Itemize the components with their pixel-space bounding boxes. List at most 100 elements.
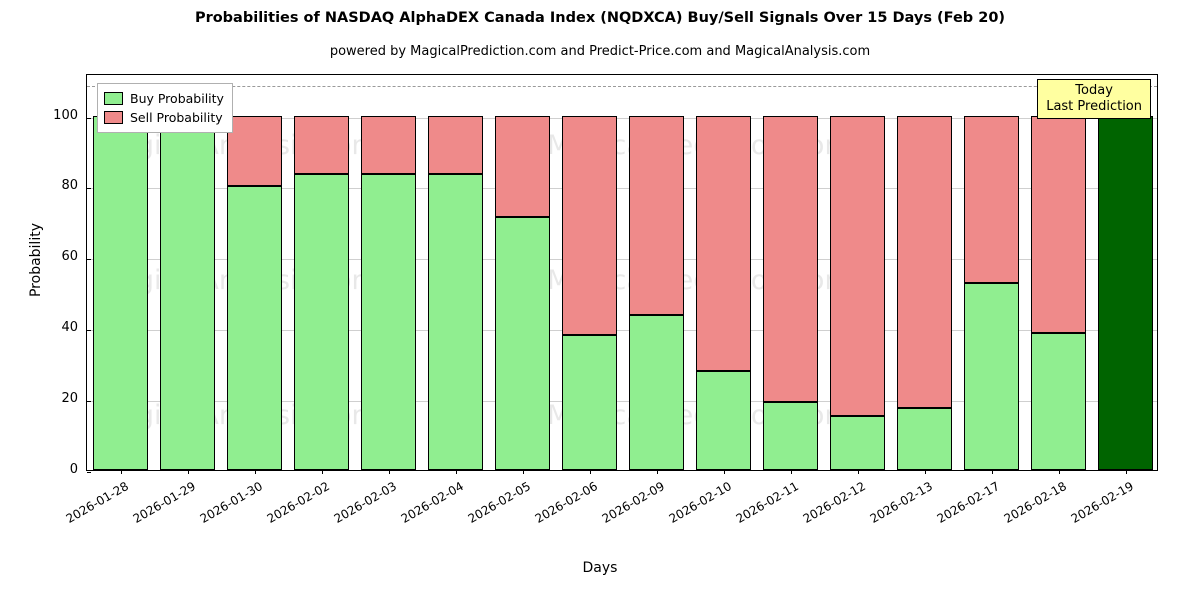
x-tick-mark xyxy=(589,470,591,474)
today-annotation: Today Last Prediction xyxy=(1037,79,1151,119)
bar-segment-sell[interactable] xyxy=(696,115,751,372)
x-tick-mark xyxy=(254,470,256,474)
bar-segment-sell[interactable] xyxy=(1031,115,1086,334)
x-tick-mark xyxy=(991,470,993,474)
bar-group[interactable] xyxy=(830,73,885,470)
gridline xyxy=(87,117,1157,119)
x-tick-label: 2026-01-28 xyxy=(63,479,131,526)
bar-segment-sell[interactable] xyxy=(361,115,416,175)
x-tick-mark xyxy=(455,470,457,474)
bar-group[interactable] xyxy=(562,73,617,470)
bar-group[interactable] xyxy=(696,73,751,470)
y-tick-mark xyxy=(87,472,91,473)
bar-segment-sell[interactable] xyxy=(964,115,1019,284)
y-tick-label: 0 xyxy=(69,462,78,477)
bar-group[interactable] xyxy=(897,73,952,470)
gridline xyxy=(87,259,1157,261)
bar-segment-buy[interactable] xyxy=(897,407,952,470)
chart-legend: Buy Probability Sell Probability xyxy=(97,83,233,133)
y-tick-label: 80 xyxy=(61,178,78,194)
chart-title: Probabilities of NASDAQ AlphaDEX Canada … xyxy=(194,10,1006,26)
x-tick-label: 2026-01-30 xyxy=(197,479,265,526)
gridline xyxy=(87,401,1157,403)
legend-label-sell: Sell Probability xyxy=(130,110,223,125)
bar-segment-buy[interactable] xyxy=(160,115,215,470)
x-tick-label: 2026-02-11 xyxy=(733,479,801,526)
x-tick-label: 2026-02-12 xyxy=(800,479,868,526)
y-tick-mark xyxy=(87,188,91,190)
bar-segment-buy[interactable] xyxy=(562,335,617,470)
bar-group[interactable] xyxy=(629,73,684,470)
x-tick-mark xyxy=(120,470,122,474)
legend-swatch-sell xyxy=(104,111,123,124)
bar-segment-sell[interactable] xyxy=(629,115,684,315)
bar-segment-buy[interactable] xyxy=(830,416,885,470)
x-tick-mark xyxy=(388,470,390,474)
bar-group[interactable] xyxy=(763,73,818,470)
y-tick-mark xyxy=(87,117,91,119)
x-tick-label: 2026-02-13 xyxy=(867,479,935,526)
bar-group[interactable] xyxy=(964,73,1019,470)
y-tick-label: 20 xyxy=(61,391,78,407)
bar-segment-today[interactable] xyxy=(1098,115,1153,470)
bar-segment-sell[interactable] xyxy=(763,115,818,402)
x-tick-label: 2026-02-10 xyxy=(666,479,734,526)
x-axis-label: Days xyxy=(582,560,618,576)
x-tick-mark xyxy=(656,470,658,474)
bar-group[interactable] xyxy=(227,73,282,470)
bar-segment-buy[interactable] xyxy=(93,115,148,470)
bar-segment-buy[interactable] xyxy=(964,283,1019,470)
bar-segment-sell[interactable] xyxy=(294,115,349,175)
x-tick-label: 2026-02-19 xyxy=(1068,479,1136,526)
bar-segment-sell[interactable] xyxy=(495,115,550,218)
bar-segment-sell[interactable] xyxy=(428,115,483,175)
bar-segment-buy[interactable] xyxy=(227,186,282,470)
x-tick-mark xyxy=(187,470,189,474)
bar-segment-buy[interactable] xyxy=(428,174,483,470)
x-tick-mark xyxy=(1058,470,1060,474)
bar-segment-sell[interactable] xyxy=(562,115,617,336)
gridline xyxy=(87,188,1157,190)
x-tick-mark xyxy=(857,470,859,474)
bar-segment-buy[interactable] xyxy=(361,174,416,470)
bar-segment-buy[interactable] xyxy=(294,174,349,470)
legend-item-sell: Sell Probability xyxy=(104,108,224,127)
x-tick-label: 2026-02-09 xyxy=(599,479,667,526)
today-label-line1: Today xyxy=(1075,83,1113,98)
bar-group[interactable] xyxy=(495,73,550,470)
bar-segment-buy[interactable] xyxy=(629,314,684,470)
y-axis-label: Probability xyxy=(28,223,44,298)
bar-segment-sell[interactable] xyxy=(227,115,282,187)
bar-group[interactable] xyxy=(361,73,416,470)
bar-segment-buy[interactable] xyxy=(696,371,751,470)
bar-group[interactable] xyxy=(93,73,148,470)
bar-group[interactable] xyxy=(1098,73,1153,470)
today-label-line2: Last Prediction xyxy=(1046,99,1142,114)
bar-group[interactable] xyxy=(160,73,215,470)
x-tick-label: 2026-02-18 xyxy=(1001,479,1069,526)
y-tick-mark xyxy=(87,330,91,332)
bar-group[interactable] xyxy=(428,73,483,470)
bar-group[interactable] xyxy=(294,73,349,470)
x-tick-mark xyxy=(321,470,323,474)
legend-label-buy: Buy Probability xyxy=(130,91,224,106)
bar-segment-buy[interactable] xyxy=(1031,333,1086,470)
y-tick-mark xyxy=(87,401,91,403)
x-tick-mark xyxy=(1125,470,1127,474)
bar-segment-buy[interactable] xyxy=(763,401,818,470)
bar-segment-sell[interactable] xyxy=(830,115,885,417)
bar-segment-sell[interactable] xyxy=(897,115,952,408)
plot-area: MagicalAnalysis.comMagicalPrediction.com… xyxy=(86,73,1158,474)
bar-segment-buy[interactable] xyxy=(495,217,550,470)
x-tick-label: 2026-02-06 xyxy=(532,479,600,526)
y-tick-mark xyxy=(87,259,91,261)
bar-group[interactable] xyxy=(1031,73,1086,470)
y-tick-label: 100 xyxy=(53,107,78,123)
x-tick-mark xyxy=(924,470,926,474)
x-tick-mark xyxy=(522,470,524,474)
x-tick-mark xyxy=(790,470,792,474)
legend-item-buy: Buy Probability xyxy=(104,89,224,108)
x-tick-label: 2026-01-29 xyxy=(130,479,198,526)
x-tick-label: 2026-02-04 xyxy=(398,479,466,526)
legend-swatch-buy xyxy=(104,92,123,105)
